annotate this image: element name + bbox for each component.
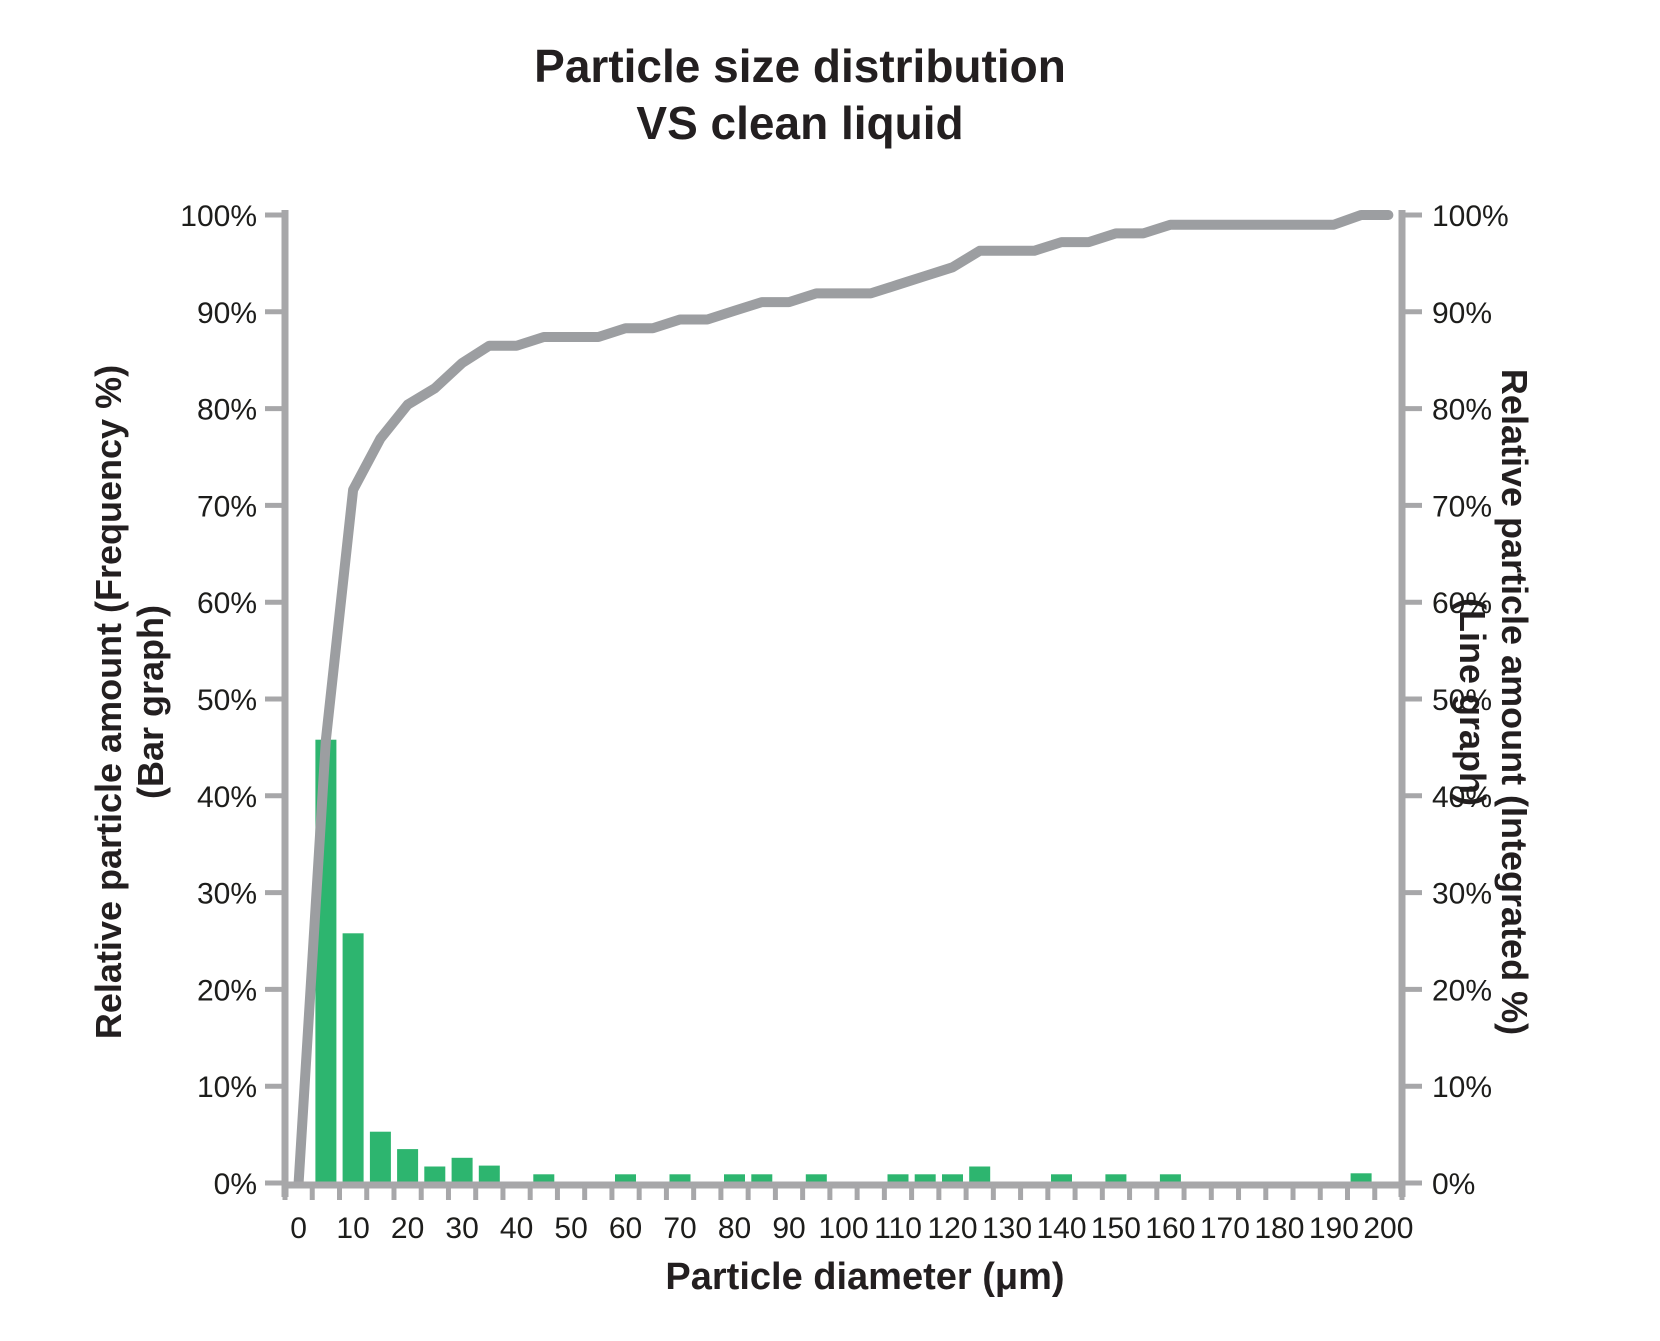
x-tick-label: 70 <box>663 1212 696 1245</box>
frequency-bar <box>342 933 364 1187</box>
right-y-tick-label: 0% <box>1432 1168 1475 1201</box>
left-y-tick-label: 70% <box>197 490 257 523</box>
x-tick-label: 120 <box>927 1212 977 1245</box>
x-tick-label: 30 <box>445 1212 478 1245</box>
left-y-tick-label: 20% <box>197 974 257 1007</box>
right-y-tick-label: 70% <box>1432 490 1492 523</box>
right-y-tick-label: 40% <box>1432 781 1492 814</box>
left-y-tick-label: 100% <box>180 200 257 233</box>
left-y-tick-label: 80% <box>197 394 257 427</box>
x-tick-label: 50 <box>554 1212 587 1245</box>
x-tick-label: 20 <box>391 1212 424 1245</box>
frequency-bar <box>369 1131 391 1187</box>
chart-title-line1: Particle size distribution <box>534 40 1066 92</box>
x-tick-label: 170 <box>1200 1212 1250 1245</box>
x-tick-label: 200 <box>1363 1212 1413 1245</box>
right-y-tick-label: 50% <box>1432 684 1492 717</box>
x-tick-label: 40 <box>500 1212 533 1245</box>
right-y-tick-label: 90% <box>1432 297 1492 330</box>
frequency-bar <box>451 1157 473 1187</box>
integrated-line <box>293 210 1394 1188</box>
right-y-tick-label: 10% <box>1432 1071 1492 1104</box>
right-y-tick-label: 80% <box>1432 394 1492 427</box>
right-y-tick-label: 100% <box>1432 200 1509 233</box>
x-tick-label: 60 <box>609 1212 642 1245</box>
x-tick-label: 160 <box>1145 1212 1195 1245</box>
x-tick-label: 140 <box>1036 1212 1086 1245</box>
x-tick-label: 10 <box>336 1212 369 1245</box>
x-tick-label: 90 <box>772 1212 805 1245</box>
x-tick-label: 110 <box>874 1212 922 1245</box>
left-y-tick-label: 60% <box>197 587 257 620</box>
chart-title: Particle size distribution VS clean liqu… <box>250 38 1350 152</box>
x-tick-label: 180 <box>1254 1212 1304 1245</box>
left-y-tick-label: 0% <box>214 1168 257 1201</box>
frequency-bar <box>397 1149 419 1187</box>
right-y-tick-label: 20% <box>1432 974 1492 1007</box>
x-tick-label: 100 <box>818 1212 868 1245</box>
x-tick-label: 150 <box>1091 1212 1141 1245</box>
left-y-tick-label: 10% <box>197 1071 257 1104</box>
left-y-tick-label: 40% <box>197 781 257 814</box>
x-axis-title: Particle diameter (μm) <box>665 1256 1065 1298</box>
right-y-tick-label: 60% <box>1432 587 1492 620</box>
left-y-tick-label: 90% <box>197 297 257 330</box>
x-tick-label: 130 <box>982 1212 1032 1245</box>
x-tick-label: 0 <box>290 1212 307 1245</box>
x-tick-label: 190 <box>1309 1212 1359 1245</box>
chart-title-line2: VS clean liquid <box>636 97 964 149</box>
left-y-tick-label: 50% <box>197 684 257 717</box>
x-tick-label: 80 <box>718 1212 751 1245</box>
right-y-tick-label: 30% <box>1432 878 1492 911</box>
left-y-tick-label: 30% <box>197 878 257 911</box>
